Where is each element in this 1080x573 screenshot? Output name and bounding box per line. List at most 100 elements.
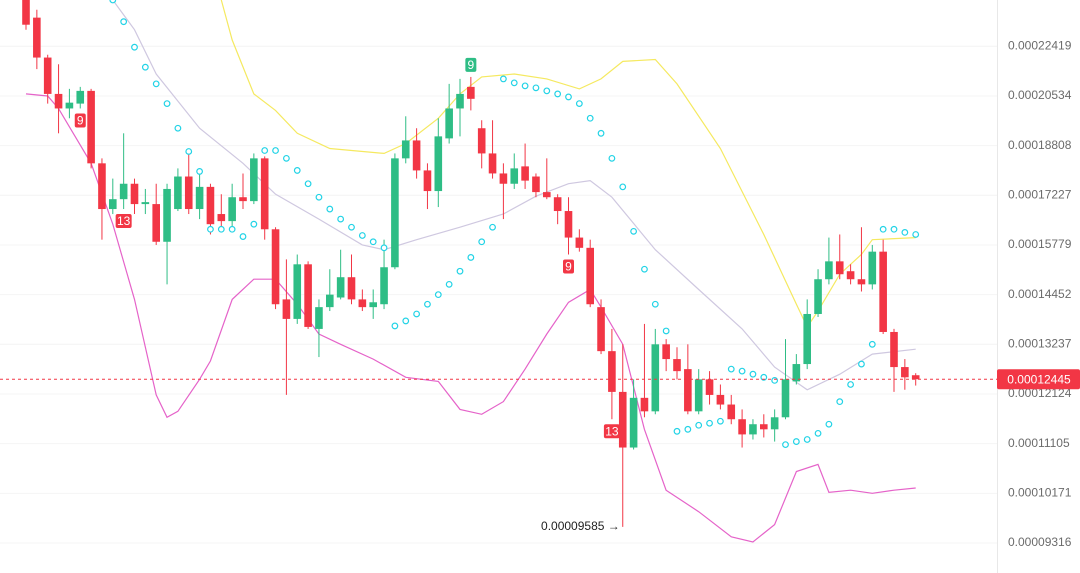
sar-dot xyxy=(684,425,692,433)
candle-body xyxy=(857,279,866,285)
y-tick-label: 0.00013237 xyxy=(1008,336,1072,350)
sar-dot xyxy=(868,340,876,348)
candle-body xyxy=(109,199,117,210)
candle-body xyxy=(814,279,822,314)
y-tick-label: 0.00020534 xyxy=(1008,88,1072,102)
candle-body xyxy=(119,183,128,200)
sar-dot xyxy=(695,421,703,429)
y-tick-label: 0.00017227 xyxy=(1008,187,1072,201)
candle-body xyxy=(304,264,312,327)
candle-body xyxy=(738,419,746,435)
sar-dot xyxy=(706,419,713,427)
sar-dot xyxy=(380,244,388,252)
candle-body xyxy=(336,277,345,298)
sar-dot xyxy=(586,114,594,122)
candle-body xyxy=(911,375,920,380)
td-label-box xyxy=(603,424,620,439)
candle-body xyxy=(423,170,432,192)
candle-body xyxy=(477,128,486,154)
candle-body xyxy=(694,379,703,412)
sar-dot xyxy=(651,300,659,308)
td-label-box xyxy=(465,57,477,72)
td-label-box xyxy=(115,214,132,229)
sar-dot xyxy=(434,291,442,299)
candle-body xyxy=(43,57,52,94)
sar-dot xyxy=(912,231,920,238)
y-tick-label: 0.00011105 xyxy=(1008,436,1070,450)
candle-body xyxy=(445,108,453,139)
sar-dot xyxy=(120,18,128,26)
sar-dot xyxy=(858,360,865,368)
candle-body xyxy=(749,424,757,435)
candle-body xyxy=(846,271,855,280)
candle-body xyxy=(597,307,605,352)
y-tick-label: 0.00012124 xyxy=(1008,386,1072,400)
td-label: 9 xyxy=(468,58,475,72)
sar-dot xyxy=(510,79,518,87)
sar-dot xyxy=(152,80,160,88)
candle-body xyxy=(358,299,367,308)
td-label: 9 xyxy=(565,260,572,274)
y-tick-label: 0.00015779 xyxy=(1008,237,1072,251)
candle-body xyxy=(315,307,323,329)
candle-body xyxy=(239,197,247,202)
sar-dot xyxy=(532,84,540,92)
y-tick-label: 0.00010171 xyxy=(1008,486,1072,500)
candle-body xyxy=(33,17,41,58)
sar-dot xyxy=(337,215,345,223)
y-tick-label: 0.00018808 xyxy=(1008,138,1072,152)
td-label-box xyxy=(74,113,86,128)
candle-body xyxy=(271,229,280,305)
candle-body xyxy=(174,176,182,210)
candle-body xyxy=(391,158,399,268)
td-label-box xyxy=(563,259,574,274)
sar-dot xyxy=(369,238,377,246)
td-label: 13 xyxy=(605,424,619,438)
sar-dot xyxy=(760,373,768,381)
candle-body xyxy=(456,93,464,109)
candle-body xyxy=(727,404,736,420)
candle-body xyxy=(412,140,421,171)
sar-dot xyxy=(478,238,486,246)
candle-body xyxy=(553,197,562,212)
candle-body xyxy=(380,267,388,305)
candle-body xyxy=(152,204,160,242)
sar-dot xyxy=(717,417,724,425)
sar-dot xyxy=(424,300,431,308)
sar-dot xyxy=(489,223,496,231)
candle-body xyxy=(673,359,681,372)
candle-body xyxy=(608,351,616,392)
sar-dot xyxy=(749,370,757,378)
candle-body xyxy=(890,331,898,368)
sar-dot xyxy=(771,376,779,384)
candle-body xyxy=(98,163,106,210)
sar-dot xyxy=(174,124,182,132)
sar-dot xyxy=(641,265,648,273)
sar-dot xyxy=(630,227,637,235)
last-price-label: 0.00012445 xyxy=(1007,372,1071,386)
sar-dot xyxy=(185,148,193,155)
candle-body xyxy=(901,367,909,378)
candle-body xyxy=(618,391,627,448)
sar-dot xyxy=(836,398,844,406)
sar-dot xyxy=(500,75,507,83)
sar-dot xyxy=(619,183,627,191)
sar-dot xyxy=(890,225,898,233)
candle-body xyxy=(803,313,811,365)
sar-dot xyxy=(131,43,138,51)
candle-body xyxy=(760,424,768,430)
sar-dot xyxy=(662,327,670,335)
sar-dot xyxy=(272,147,279,154)
band-line xyxy=(112,0,916,391)
td-label: 9 xyxy=(77,114,84,128)
sar-dot xyxy=(109,0,117,4)
candle-body xyxy=(770,417,779,430)
sar-dot xyxy=(239,233,247,240)
candle-body xyxy=(260,158,269,230)
candle-body xyxy=(716,394,725,405)
last-price-box xyxy=(997,369,1080,390)
sar-dot xyxy=(326,205,334,213)
sar-dot xyxy=(217,225,225,233)
